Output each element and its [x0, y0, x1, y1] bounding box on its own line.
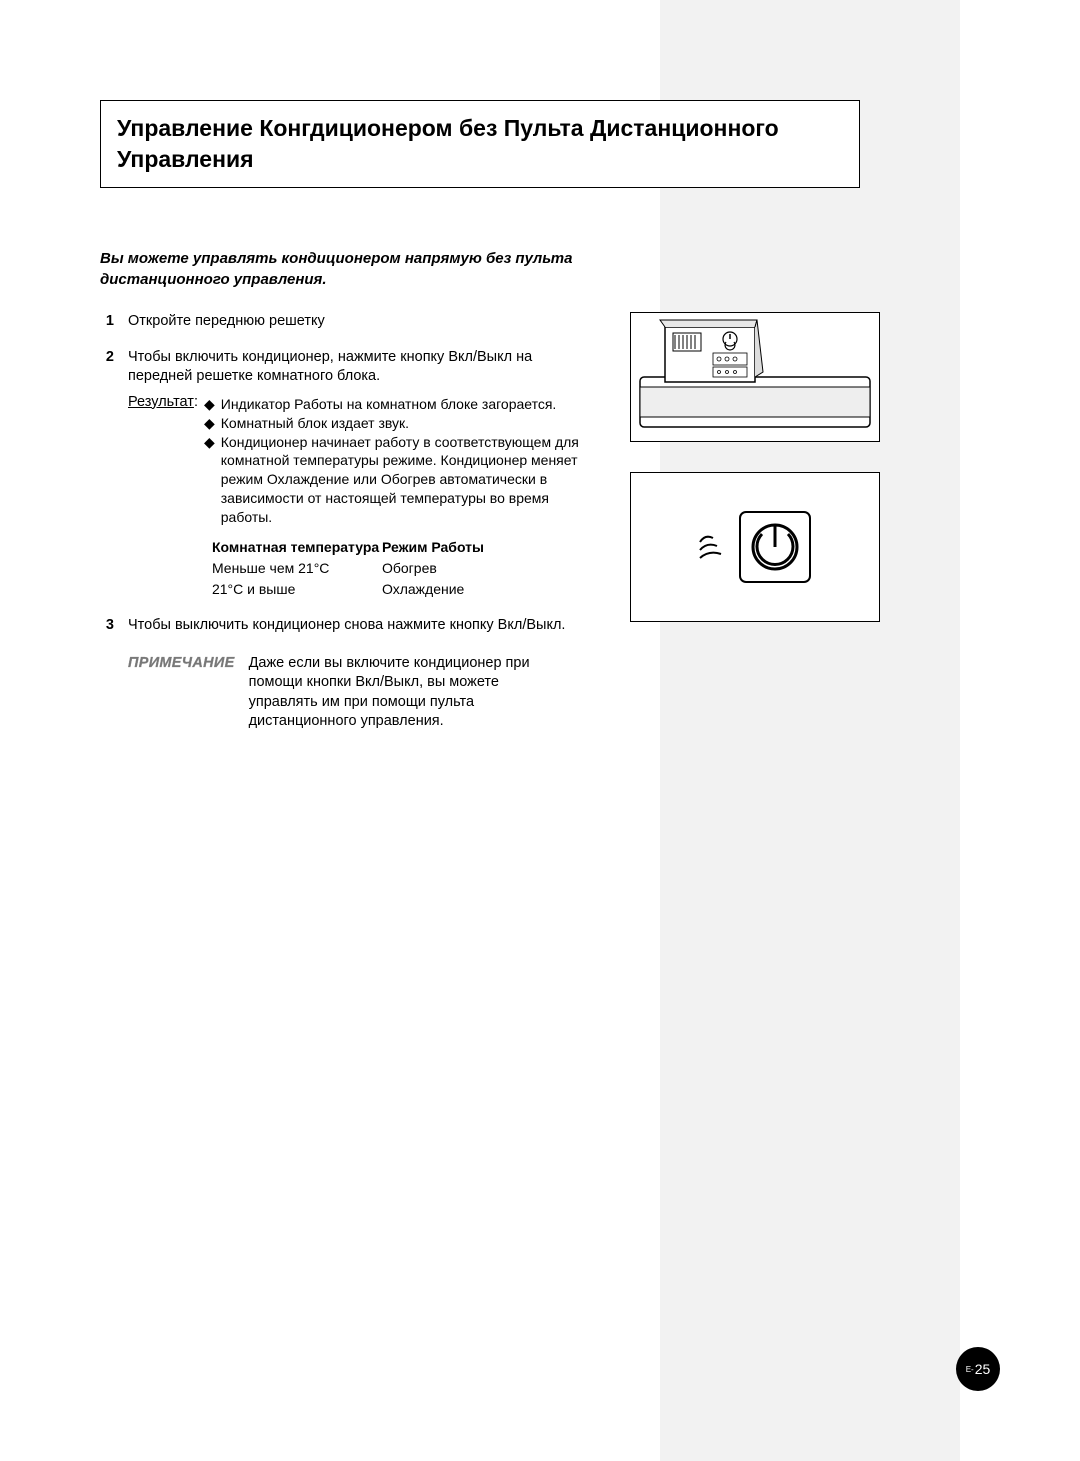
table-cell: Меньше чем 21°C: [212, 558, 382, 579]
diamond-bullet-icon: ◆: [204, 395, 215, 414]
table-row: 21°C и выше Охлаждение: [212, 579, 600, 600]
text-column: 1 Откройте переднюю решетку 2 Чтобы вклю…: [100, 312, 600, 732]
note-block: ПРИМЕЧАНИЕ Даже если вы включите кондици…: [128, 654, 600, 732]
note-text: Даже если вы включите кондиционер при по…: [249, 654, 549, 732]
ac-unit-illustration-icon: [635, 317, 875, 437]
diamond-bullet-icon: ◆: [204, 414, 215, 433]
figure-column: [630, 312, 880, 652]
title-box: Управление Конгдиционером без Пульта Дис…: [100, 100, 860, 188]
bullet-text: Кондиционер начинает работу в соответств…: [221, 433, 600, 527]
step-text: Откройте переднюю решетку: [128, 312, 600, 332]
step-2: 2 Чтобы включить кондиционер, нажмите кн…: [100, 348, 600, 600]
power-button-illustration-icon: [655, 492, 855, 602]
step-3: 3 Чтобы выключить кондиционер снова нажм…: [100, 616, 600, 636]
result-bullets: ◆ Индикатор Работы на комнатном блоке за…: [204, 395, 600, 600]
result-block: Результат: ◆ Индикатор Работы на комнатн…: [128, 393, 600, 600]
bullet-item: ◆ Индикатор Работы на комнатном блоке за…: [204, 395, 600, 414]
bullet-item: ◆ Комнатный блок издает звук.: [204, 414, 600, 433]
figure-ac-unit: [630, 312, 880, 442]
table-header-row: Комнатная температура Режим Работы: [212, 537, 600, 558]
page-title: Управление Конгдиционером без Пульта Дис…: [117, 113, 843, 175]
page-number: 25: [975, 1361, 991, 1377]
note-label: ПРИМЕЧАНИЕ: [128, 654, 235, 732]
table-header: Комнатная температура: [212, 537, 382, 558]
page-number-prefix: E-: [966, 1365, 974, 1374]
table-cell: Охлаждение: [382, 579, 532, 600]
result-label: Результат: [128, 394, 194, 410]
step-1: 1 Откройте переднюю решетку: [100, 312, 600, 332]
bullet-item: ◆ Кондиционер начинает работу в соответс…: [204, 433, 600, 527]
table-cell: Обогрев: [382, 558, 532, 579]
table-row: Меньше чем 21°C Обогрев: [212, 558, 600, 579]
two-column-layout: 1 Откройте переднюю решетку 2 Чтобы вклю…: [100, 312, 1000, 732]
table-header: Режим Работы: [382, 537, 532, 558]
step-number: 2: [100, 348, 114, 600]
step-text: Чтобы выключить кондиционер снова нажмит…: [128, 616, 600, 636]
page-number-badge: E-25: [956, 1347, 1000, 1391]
diamond-bullet-icon: ◆: [204, 433, 215, 527]
bullet-text: Комнатный блок издает звук.: [221, 414, 409, 433]
mode-table: Комнатная температура Режим Работы Меньш…: [212, 537, 600, 600]
intro-text: Вы можете управлять кондиционером напрям…: [100, 248, 580, 290]
step-body: Чтобы включить кондиционер, нажмите кноп…: [128, 348, 600, 600]
step-text: Чтобы включить кондиционер, нажмите кноп…: [128, 348, 600, 387]
step-number: 1: [100, 312, 114, 332]
table-cell: 21°C и выше: [212, 579, 382, 600]
page-content: Управление Конгдиционером без Пульта Дис…: [0, 0, 1080, 732]
step-number: 3: [100, 616, 114, 636]
figure-power-button: [630, 472, 880, 622]
bullet-text: Индикатор Работы на комнатном блоке заго…: [221, 395, 557, 414]
result-colon: :: [194, 394, 198, 410]
